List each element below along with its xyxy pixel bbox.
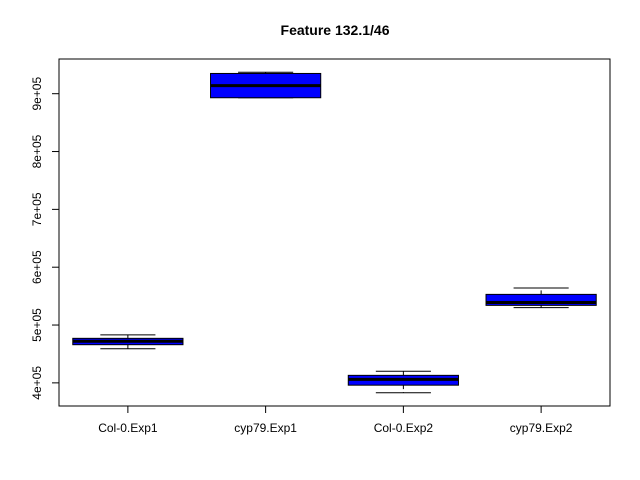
x-tick-label: cyp79.Exp2 (510, 421, 573, 435)
box-series (72, 71, 597, 394)
y-tick-label: 7e+05 (30, 192, 44, 226)
x-tick-label: Col-0.Exp1 (98, 421, 158, 435)
y-tick-label: 5e+05 (30, 308, 44, 342)
box-col-0-exp1 (72, 334, 184, 350)
x-tick-label: Col-0.Exp2 (374, 421, 434, 435)
y-axis: 4e+05 5e+05 6e+05 7e+05 8e+05 9e+05 (30, 77, 60, 400)
x-tick-label: cyp79.Exp1 (234, 421, 297, 435)
y-tick-label: 4e+05 (30, 366, 44, 400)
x-axis: Col-0.Exp1 cyp79.Exp1 Col-0.Exp2 cyp79.Exp2 (98, 405, 573, 435)
plot-frame (58, 58, 611, 407)
chart-title: Feature 132.1/46 (281, 22, 390, 38)
box-col-0-exp2 (347, 370, 459, 394)
y-tick-label: 8e+05 (30, 134, 44, 168)
box-cyp79-exp1 (210, 71, 322, 99)
box-body (485, 293, 597, 306)
y-tick-label: 6e+05 (30, 250, 44, 284)
box-cyp79-exp2 (485, 287, 597, 309)
y-tick-label: 9e+05 (30, 77, 44, 111)
